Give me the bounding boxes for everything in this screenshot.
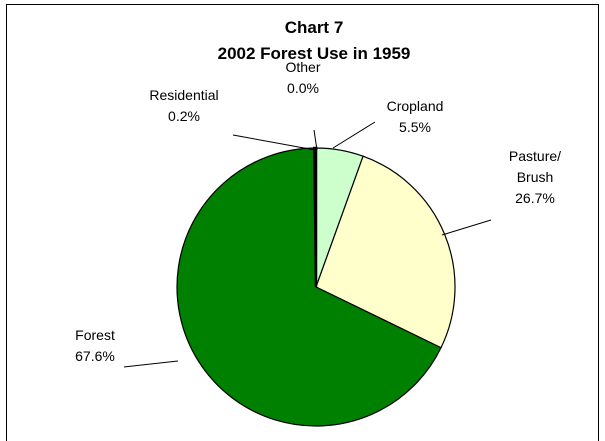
pie-slice-residential	[312, 146, 318, 288]
slice-label-residential: Residential 0.2%	[149, 87, 218, 124]
leader-line-forest	[123, 360, 179, 368]
slice-label-other: Other 0.0%	[285, 59, 320, 96]
leader-line-residential	[232, 134, 316, 151]
pie-slice-forest	[176, 147, 442, 427]
leader-line-other	[313, 129, 318, 151]
chart-title: Chart 7	[285, 18, 344, 37]
slice-label-forest: Forest 67.6%	[75, 327, 115, 364]
leader-line-pasture-brush	[441, 219, 492, 236]
slice-label-pasture-brush: Pasture/Brush 26.7%	[509, 148, 561, 206]
chart-subtitle: 2002 Forest Use in 1959	[218, 44, 411, 63]
slice-label-cropland: Cropland 5.5%	[387, 98, 444, 135]
leader-line-cropland	[332, 121, 376, 149]
